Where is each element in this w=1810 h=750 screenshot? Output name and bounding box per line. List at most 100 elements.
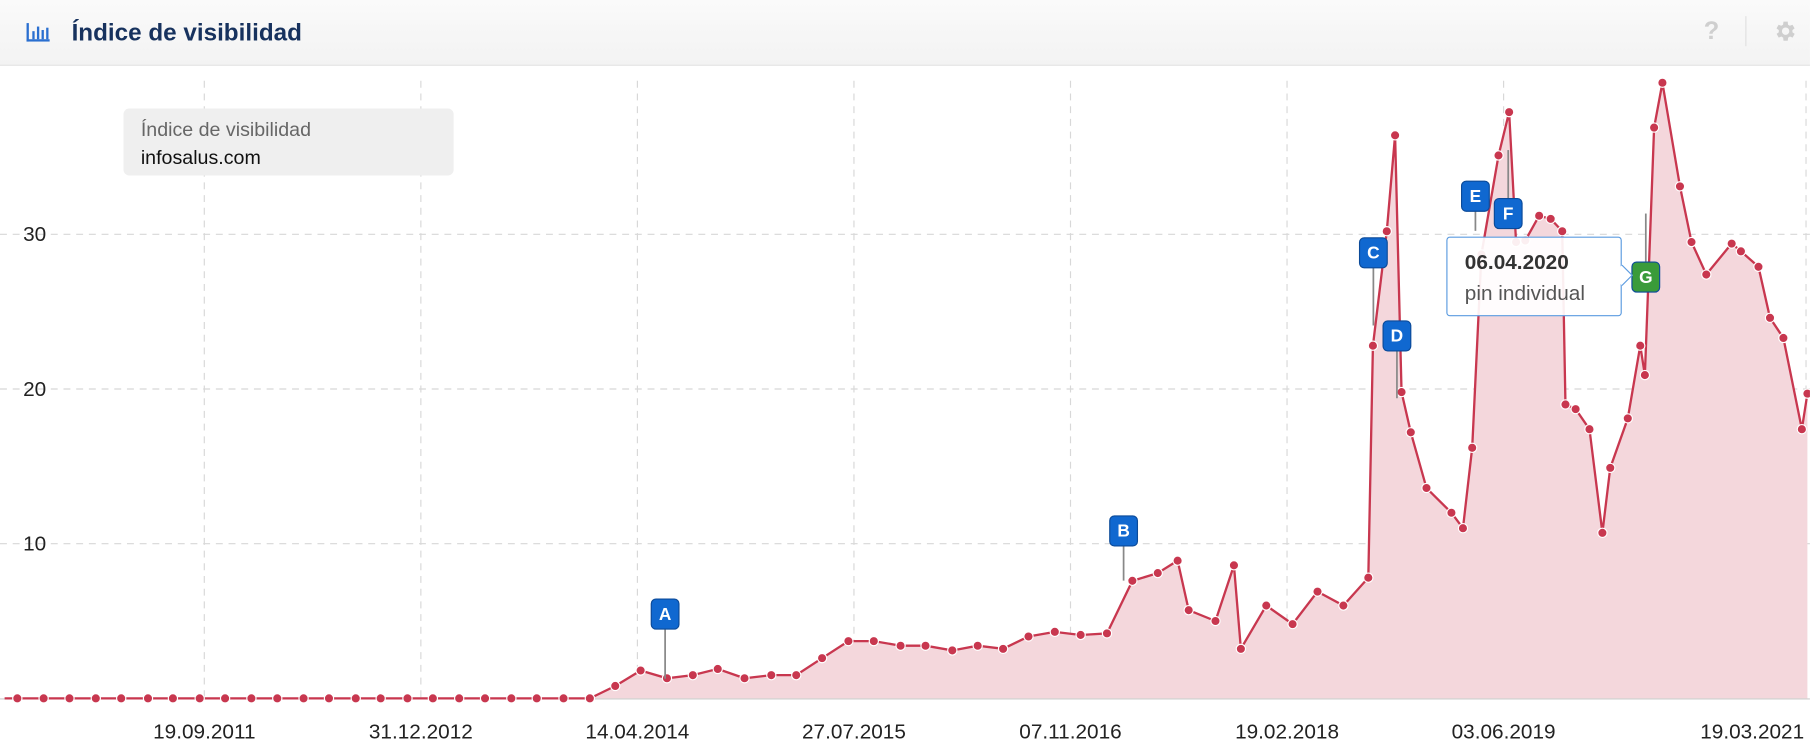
pin-label: E [1470,186,1482,206]
data-point [997,643,1009,655]
y-tick-label: 20 [23,378,46,401]
legend-series: infosalus.com [140,146,261,169]
data-point [1764,312,1776,324]
data-point [843,635,854,647]
data-point [1639,369,1651,381]
pin-label: B [1117,521,1130,541]
data-point [739,673,750,684]
chart-legend: Índice de visibilidad infosalus.com [123,108,454,176]
data-point [506,693,517,704]
data-point [1049,626,1060,638]
data-point [1584,424,1595,435]
data-point [1570,403,1581,415]
data-point [766,669,777,681]
data-point [635,665,646,676]
pin-a[interactable]: A [650,598,680,679]
data-point [687,669,699,681]
pin-g[interactable]: G [1631,213,1661,293]
data-point [1545,213,1556,225]
data-point [1152,567,1163,579]
pin-f[interactable]: F [1493,150,1523,230]
data-point [895,640,906,651]
data-point [298,693,309,704]
data-point [453,693,465,704]
data-point [479,693,491,704]
data-point [1405,427,1416,438]
data-point [1287,618,1298,630]
data-point [1802,388,1810,399]
data-point [1367,340,1379,351]
pin-label: D [1391,326,1404,346]
data-point [323,693,335,704]
question-icon[interactable]: ? [1703,16,1720,46]
pin-b[interactable]: B [1109,515,1139,581]
data-point [272,693,283,704]
bar-chart-icon [26,23,50,42]
pin-flag [1460,180,1490,212]
data-point [1312,586,1323,597]
data-point [38,693,49,704]
data-point [1381,226,1392,237]
pin-e[interactable]: E [1460,180,1490,231]
data-point [868,635,879,647]
data-point [816,652,828,664]
data-point [661,673,673,684]
data-point [12,693,23,704]
data-point [1466,442,1478,453]
data-point [1701,269,1712,280]
data-point [1657,77,1668,88]
data-point [1686,236,1697,248]
data-point [1753,261,1764,272]
x-tick-label: 27.07.2015 [802,721,906,744]
data-point [584,693,596,704]
data-point [194,693,205,704]
pin-label: G [1639,267,1652,287]
data-point [219,693,231,704]
data-point [1389,130,1401,141]
data-point [1210,615,1221,627]
tooltip-text: pin individual [1464,281,1585,305]
pin-label: A [659,604,672,624]
gear-icon[interactable] [1772,18,1797,43]
data-point [610,680,621,692]
pin-flag [1631,261,1661,293]
data-point [791,669,802,681]
data-point [90,693,102,704]
x-tick-label: 31.12.2012 [369,721,473,744]
data-point [1228,560,1240,571]
data-point [1075,629,1086,641]
pin-label: F [1503,203,1514,223]
pin-flag [1493,197,1523,230]
data-point [558,693,569,704]
pin-flag [1358,237,1388,269]
widget-title: Índice de visibilidad [71,19,302,47]
pin-tooltip: 06.04.2020 pin individual [1446,236,1633,317]
data-point [1338,600,1349,611]
data-point [1560,399,1571,410]
data-point [1127,575,1138,586]
data-point [972,640,983,651]
series-area [4,82,1808,699]
y-tick-label: 10 [23,533,46,556]
data-point [64,693,75,704]
pin-d[interactable]: D [1382,320,1412,399]
data-point [1674,181,1686,192]
data-point [712,663,723,675]
data-point [947,645,958,656]
x-tick-label: 19.03.2021 [1700,721,1804,744]
data-point [1183,604,1194,616]
x-tick-label: 07.11.2016 [1019,721,1121,744]
data-point [1503,106,1515,118]
data-point [1597,527,1608,539]
pin-c[interactable]: C [1358,237,1388,326]
visibility-chart: 10 20 30 19.09.2011 31.12.2012 14.04.2014 27.0… [0,77,1810,744]
data-point [1622,413,1633,424]
data-point [1493,150,1504,161]
data-point [920,640,931,651]
data-point [116,693,127,704]
legend-title: Índice de visibilidad [140,118,311,141]
y-tick-label: 30 [23,223,46,246]
data-point [1726,238,1737,249]
pin-label: C [1367,243,1380,263]
